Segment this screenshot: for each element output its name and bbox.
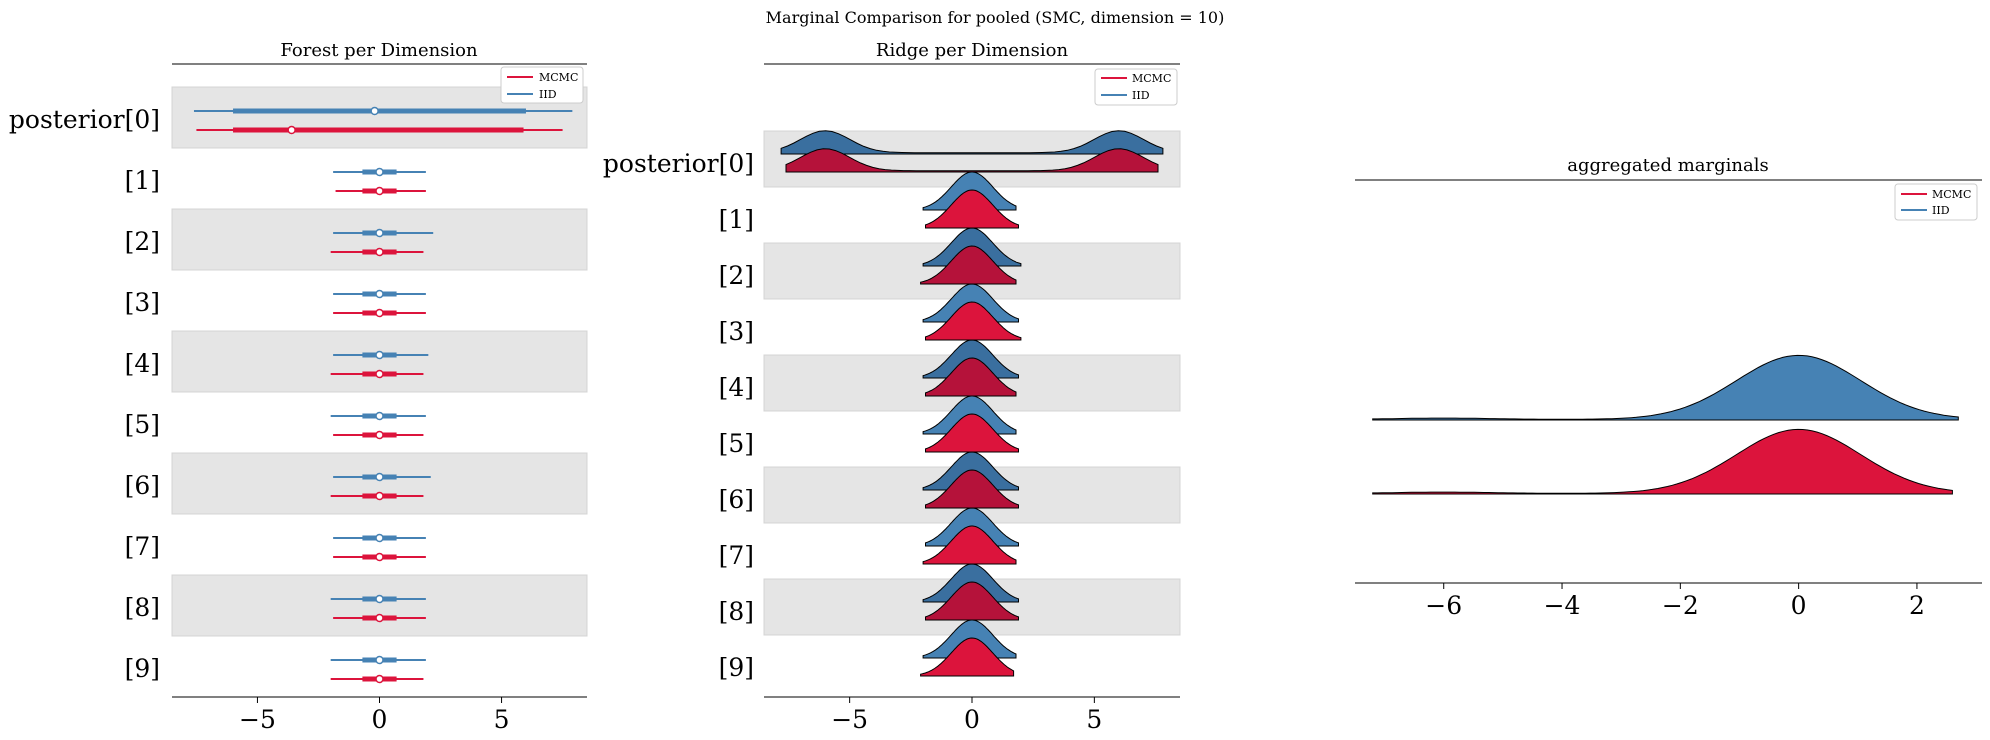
- mcmc-aggregated-density: [1372, 428, 1953, 495]
- row-band: [171, 452, 588, 515]
- mcmc-point: [375, 613, 384, 623]
- row-band: [171, 330, 588, 393]
- mcmc-point: [375, 491, 384, 501]
- iid-point: [375, 228, 384, 238]
- x-tick-label: −6: [1425, 591, 1462, 620]
- ridge-panel: Ridge per Dimension posterior[0] [1] [2] [3…: [603, 40, 1181, 734]
- x-tick-label: −5: [831, 705, 868, 734]
- legend-mcmc-label: MCMC: [1132, 72, 1171, 85]
- legend-iid-label: IID: [1132, 89, 1150, 102]
- x-tick-label: −4: [1544, 591, 1581, 620]
- ridge-title: Ridge per Dimension: [876, 40, 1069, 61]
- mcmc-point: [375, 308, 384, 318]
- x-tick-label: 2: [1909, 591, 1925, 620]
- mcmc-density: [925, 301, 1022, 341]
- mcmc-point: [375, 247, 384, 257]
- mcmc-point: [375, 369, 384, 379]
- iid-point: [375, 350, 384, 360]
- iid-point: [375, 411, 384, 421]
- iid-point: [375, 655, 384, 665]
- x-tick-label: 5: [494, 705, 510, 734]
- aggregated-legend: MCMC IID: [1894, 183, 1978, 221]
- mcmc-point: [375, 186, 384, 196]
- x-tick-label: −5: [239, 705, 276, 734]
- legend-mcmc-label: MCMC: [539, 71, 578, 84]
- y-tick-label: [6]: [125, 471, 160, 500]
- y-tick-label: [9]: [719, 653, 754, 682]
- mcmc-density: [925, 413, 1019, 453]
- x-tick-label: 5: [1086, 705, 1102, 734]
- mcmc-density: [925, 357, 1017, 397]
- y-tick-label: posterior[0]: [603, 149, 754, 178]
- aggregated-title: aggregated marginals: [1567, 155, 1768, 176]
- row-band: [171, 574, 588, 637]
- y-tick-label: [5]: [125, 410, 160, 439]
- legend-mcmc-label: MCMC: [1932, 188, 1971, 201]
- iid-point: [375, 167, 384, 177]
- y-tick-label: [1]: [125, 166, 160, 195]
- forest-legend: MCMC IID: [500, 66, 584, 104]
- mcmc-density: [922, 525, 1017, 565]
- x-tick-label: 0: [1791, 591, 1807, 620]
- forest-title: Forest per Dimension: [280, 40, 478, 61]
- row-band: [171, 208, 588, 271]
- x-tick-label: −2: [1662, 591, 1699, 620]
- y-tick-label: [5]: [719, 429, 754, 458]
- iid-point: [375, 594, 384, 604]
- y-tick-label: [8]: [719, 597, 754, 626]
- iid-point: [375, 533, 384, 543]
- mcmc-point: [375, 674, 384, 684]
- mcmc-density: [925, 469, 1019, 509]
- forest-panel: Forest per Dimension posterior[0] [1] [2] […: [9, 40, 588, 734]
- y-tick-label: [1]: [719, 205, 754, 234]
- mcmc-density: [925, 581, 1019, 621]
- iid-point: [370, 106, 379, 116]
- y-tick-label: [3]: [125, 288, 160, 317]
- mcmc-point: [375, 552, 384, 562]
- y-tick-label: [6]: [719, 485, 754, 514]
- iid-point: [375, 289, 384, 299]
- mcmc-density: [785, 148, 1159, 173]
- y-tick-label: [2]: [125, 227, 160, 256]
- figure-title: Marginal Comparison for pooled (SMC, dim…: [766, 8, 1225, 27]
- ridge-legend: MCMC IID: [1094, 68, 1178, 106]
- y-tick-label: [4]: [719, 373, 754, 402]
- legend-iid-label: IID: [1932, 204, 1950, 217]
- y-tick-label: [2]: [719, 261, 754, 290]
- iid-aggregated-density: [1372, 354, 1959, 421]
- x-tick-label: 0: [372, 705, 388, 734]
- mcmc-density: [925, 189, 1019, 229]
- mcmc-density: [920, 637, 1015, 677]
- y-tick-label: [4]: [125, 349, 160, 378]
- legend-iid-label: IID: [539, 88, 557, 101]
- x-tick-label: 0: [964, 705, 980, 734]
- y-tick-label: [7]: [719, 541, 754, 570]
- aggregated-panel: aggregated marginals −6 −4 −2 0 2 MCMC IID: [1355, 155, 1982, 620]
- y-tick-label: posterior[0]: [9, 105, 160, 134]
- y-tick-label: [3]: [719, 317, 754, 346]
- y-tick-label: [8]: [125, 593, 160, 622]
- iid-point: [375, 472, 384, 482]
- y-tick-label: [9]: [125, 654, 160, 683]
- mcmc-point: [375, 430, 384, 440]
- y-tick-label: [7]: [125, 532, 160, 561]
- mcmc-point: [287, 125, 296, 135]
- mcmc-density: [920, 245, 1017, 285]
